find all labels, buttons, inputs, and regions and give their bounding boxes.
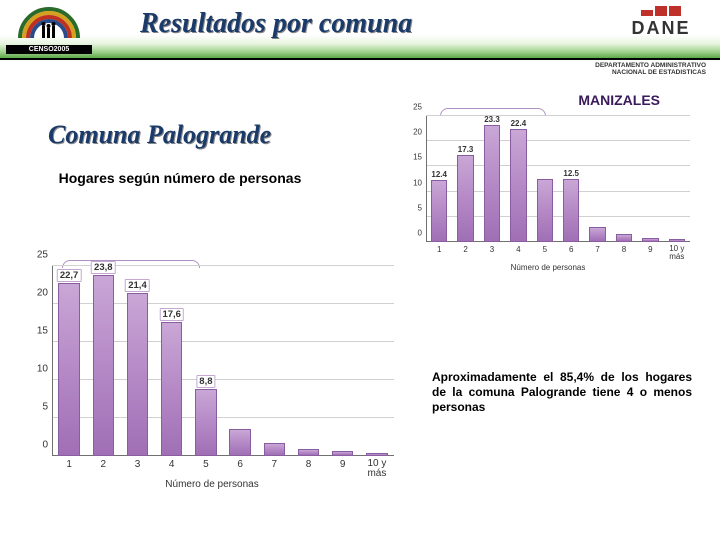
chart-large-plot: 051015202522,7123,8221,4317,648,85678910… xyxy=(52,266,394,456)
bar xyxy=(264,443,285,456)
dane-subtitle: DEPARTAMENTO ADMINISTRATIVO NACIONAL DE … xyxy=(595,62,706,76)
censo-logo: CENSO2005 xyxy=(6,2,92,54)
y-tick-label: 5 xyxy=(42,402,52,413)
dane-text: DANE xyxy=(616,18,706,39)
bar xyxy=(537,179,553,242)
x-tick-label: 1 xyxy=(66,456,72,470)
x-tick-label: 3 xyxy=(135,456,141,470)
y-tick-label: 0 xyxy=(42,440,52,451)
chart-subtitle: Hogares según número de personas xyxy=(50,170,310,188)
bar xyxy=(589,227,605,242)
chart-small-plot: 051015202512.4117.3223.3322.44512.567891… xyxy=(426,116,690,242)
y-tick-label: 20 xyxy=(413,128,426,137)
city-label: MANIZALES xyxy=(578,92,660,108)
grid-line xyxy=(426,115,690,116)
bar: 21,4 xyxy=(127,293,148,456)
x-tick-label: 3 xyxy=(490,242,494,254)
y-tick-label: 25 xyxy=(413,103,426,112)
bar: 8,8 xyxy=(195,389,216,456)
y-tick-label: 0 xyxy=(418,229,426,238)
bar: 12.5 xyxy=(563,179,579,242)
x-tick-label: 6 xyxy=(237,456,243,470)
bar xyxy=(616,234,632,242)
bar xyxy=(229,429,250,456)
bar: 17,6 xyxy=(161,322,182,456)
page-title: Resultados por comuna xyxy=(140,8,412,40)
rainbow-icon xyxy=(16,2,82,38)
y-axis xyxy=(426,116,427,242)
bar-value-label: 12.4 xyxy=(431,170,447,179)
grid-line xyxy=(426,140,690,141)
x-tick-label: 10 y más xyxy=(365,456,389,479)
y-tick-label: 10 xyxy=(37,364,52,375)
y-axis xyxy=(52,266,53,456)
x-tick-label: 8 xyxy=(306,456,312,470)
bar-value-label: 21,4 xyxy=(125,279,150,292)
x-tick-label: 4 xyxy=(169,456,175,470)
x-tick-label: 10 y más xyxy=(665,242,689,261)
y-tick-label: 15 xyxy=(413,153,426,162)
x-tick-label: 2 xyxy=(101,456,107,470)
y-tick-label: 15 xyxy=(37,326,52,337)
x-tick-label: 2 xyxy=(463,242,467,254)
bar: 22,7 xyxy=(58,283,79,456)
bar-value-label: 23.3 xyxy=(484,115,500,124)
dane-logo: DANE xyxy=(616,6,706,39)
bar-value-label: 23,8 xyxy=(91,261,116,274)
y-tick-label: 5 xyxy=(418,203,426,212)
x-tick-label: 6 xyxy=(569,242,573,254)
bar: 17.3 xyxy=(457,155,473,242)
x-tick-label: 9 xyxy=(340,456,346,470)
dane-sub-1: DEPARTAMENTO ADMINISTRATIVO xyxy=(595,62,706,69)
x-tick-label: 1 xyxy=(437,242,441,254)
chart-large: 051015202522,7123,8221,4317,648,85678910… xyxy=(22,260,402,490)
bar: 23.3 xyxy=(484,125,500,242)
dane-sub-2: NACIONAL DE ESTADISTICAS xyxy=(612,69,706,76)
x-tick-label: 9 xyxy=(648,242,652,254)
bar-value-label: 8,8 xyxy=(196,375,215,388)
header-divider xyxy=(0,58,720,60)
bar-value-label: 17.3 xyxy=(458,145,474,154)
x-tick-label: 5 xyxy=(543,242,547,254)
x-axis-title-large: Número de personas xyxy=(165,479,258,490)
bar-value-label: 17,6 xyxy=(159,308,184,321)
bar: 22.4 xyxy=(510,129,526,242)
y-tick-label: 25 xyxy=(37,250,52,261)
bar xyxy=(298,449,319,456)
y-tick-label: 20 xyxy=(37,288,52,299)
x-tick-label: 4 xyxy=(516,242,520,254)
censo-label: CENSO2005 xyxy=(6,45,92,54)
y-tick-label: 10 xyxy=(413,178,426,187)
bar-value-label: 22,7 xyxy=(57,269,82,282)
bar-value-label: 12.5 xyxy=(563,169,579,178)
x-tick-label: 5 xyxy=(203,456,209,470)
bar-value-label: 22.4 xyxy=(511,119,527,128)
summary-text: Aproximadamente el 85,4% de los hogares … xyxy=(432,370,692,415)
dane-blocks-icon xyxy=(616,6,706,16)
x-tick-label: 7 xyxy=(595,242,599,254)
x-axis-title-small: Número de personas xyxy=(511,263,586,272)
x-tick-label: 7 xyxy=(272,456,278,470)
bar: 23,8 xyxy=(93,275,114,456)
x-tick-label: 8 xyxy=(622,242,626,254)
comuna-title: Comuna Palogrande xyxy=(48,120,271,150)
chart-small: 051015202512.4117.3223.3322.44512.567891… xyxy=(398,110,698,270)
bar: 12.4 xyxy=(431,180,447,242)
